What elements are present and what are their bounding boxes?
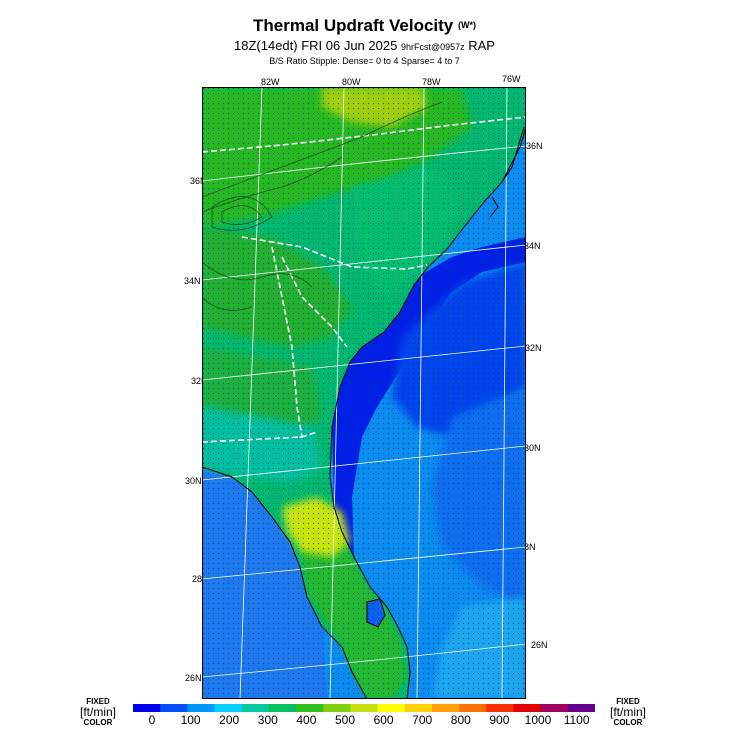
lat-label-left-32n: 32N: [191, 376, 208, 386]
title-text: Thermal Updraft Velocity: [252, 16, 454, 35]
colorbar-swatch: [133, 704, 161, 712]
colorbar-tick-label: 0: [148, 713, 156, 727]
colorbar-swatch: [486, 704, 514, 712]
colorbar-swatch: [241, 704, 270, 712]
colorbar-tick-label: 600: [373, 713, 394, 727]
colorbar-swatch: [567, 704, 595, 712]
lat-label-right-36n: 36N: [526, 141, 543, 151]
colorbar-swatch: [160, 704, 188, 712]
colorbar-swatch: [540, 704, 569, 712]
lat-lon-grid: [202, 87, 526, 699]
colorbar-tick-label: 100: [180, 713, 201, 727]
valid-time: 18Z(14edt) FRI 06 Jun 2025: [234, 38, 398, 53]
state-borders: [202, 116, 526, 443]
colorbar-tick-label: 800: [450, 713, 471, 727]
lat-label-left-28n: 28N: [192, 574, 209, 584]
colorbar-left-label: FIXED [ft/min] COLOR: [72, 697, 124, 727]
stipple-note: B/S Ratio Stipple: Dense= 0 to 4 Sparse=…: [269, 56, 460, 66]
colorbar-right-bottom: COLOR: [613, 718, 643, 727]
colorbar-tick-label: 1100: [563, 713, 590, 727]
updraft-velocity-map: [202, 87, 526, 699]
model-name: RAP: [468, 38, 495, 53]
colorbar-left-top: FIXED: [86, 697, 110, 706]
lon-label-82w: 82W: [261, 77, 280, 87]
lat-label-right-28n: 28N: [519, 542, 536, 552]
lon-label-80w: 80W: [342, 77, 361, 87]
colorbar-tick-label: 200: [219, 713, 240, 727]
colorbar-swatch: [350, 704, 379, 712]
terrain-contours: [202, 101, 443, 311]
colorbar-right-top: FIXED: [616, 697, 640, 706]
colorbar-tick-label: 500: [334, 713, 356, 727]
colorbar-swatch: [296, 704, 324, 712]
lat-label-left-26n: 26N: [185, 673, 202, 683]
colorbar-tick-label: 400: [296, 713, 317, 727]
colorbar-right-units: [ft/min]: [609, 705, 646, 719]
forecast-hour: 9hrFcst@0957z: [400, 42, 465, 52]
lat-label-left-36n: 36N: [190, 176, 207, 186]
lat-label-right-32n: 32N: [525, 343, 542, 353]
colorbar-left-units: [ft/min]: [79, 705, 116, 719]
colorbar-swatch: [377, 704, 406, 712]
colorbar-swatch: [323, 704, 351, 712]
lon-label-76w: 76W: [502, 74, 521, 84]
colorbar-tick-label: 900: [489, 713, 510, 727]
chart-title: Thermal Updraft Velocity (W*): [0, 16, 729, 36]
coastline: [202, 126, 526, 699]
map-frame: [202, 87, 526, 699]
colorbar-tick-label: 1000: [524, 713, 552, 727]
lat-label-right-30n: 30N: [524, 443, 541, 453]
title-units: (W*): [458, 20, 476, 30]
colorbar-swatch: [459, 704, 487, 712]
lat-label-left-34n: 34N: [184, 276, 201, 286]
colorbar-swatch: [187, 704, 216, 712]
colorbar-swatch: [214, 704, 243, 712]
colorbar-swatch: [513, 704, 542, 712]
stipple-dense: [202, 87, 526, 699]
colorbar-swatch: [404, 704, 433, 712]
lon-label-78w: 78W: [422, 77, 441, 87]
colorbar-tick-label: 300: [257, 713, 278, 727]
colorbar-swatch: [268, 704, 297, 712]
lat-label-right-34n: 34N: [524, 241, 541, 251]
colorbar-right-label: FIXED [ft/min] COLOR: [600, 697, 656, 727]
lat-label-right-26n: 26N: [531, 640, 548, 650]
colorbar-tick-label: 700: [412, 713, 433, 727]
colorbar-swatch: [431, 704, 460, 712]
colorbar: [133, 704, 595, 712]
forecast-subtitle: 18Z(14edt) FRI 06 Jun 2025 9hrFcst@0957z…: [0, 38, 729, 53]
lat-label-left-30n: 30N: [185, 476, 202, 486]
colorbar-left-bottom: COLOR: [83, 718, 113, 727]
